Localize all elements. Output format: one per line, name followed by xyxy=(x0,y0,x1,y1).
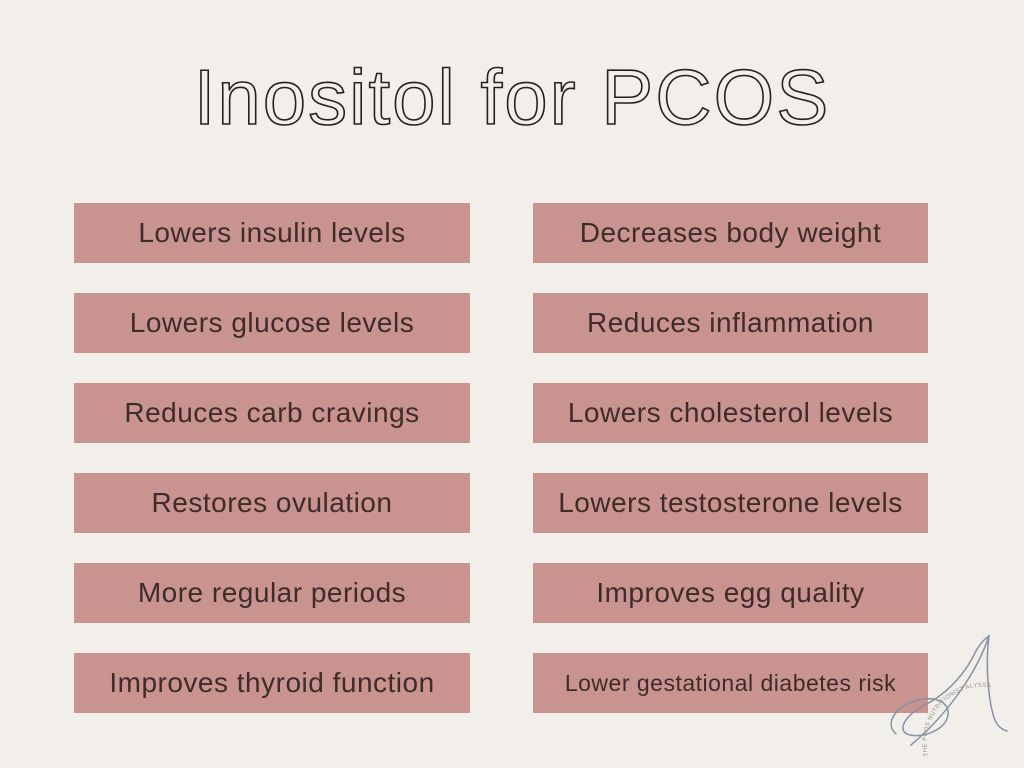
page-title: Inositol for PCOS xyxy=(193,53,831,141)
benefit-box: Lower gestational diabetes risk xyxy=(533,653,928,713)
benefit-box: Lowers testosterone levels xyxy=(533,473,928,533)
benefit-box: Improves egg quality xyxy=(533,563,928,623)
brand-logo: THE PCOS NUTRITIONIST ALYSSA xyxy=(882,632,1024,768)
benefits-grid: Lowers insulin levels Decreases body wei… xyxy=(74,203,928,713)
benefit-box: Decreases body weight xyxy=(533,203,928,263)
benefit-box: Lowers glucose levels xyxy=(74,293,470,353)
benefit-box: Reduces carb cravings xyxy=(74,383,470,443)
logo-arc-text: THE PCOS NUTRITIONIST ALYSSA xyxy=(922,683,991,757)
benefit-box: Lowers cholesterol levels xyxy=(533,383,928,443)
benefit-box: Restores ovulation xyxy=(74,473,470,533)
benefit-box: Reduces inflammation xyxy=(533,293,928,353)
benefit-box: Improves thyroid function xyxy=(74,653,470,713)
script-a-monogram-icon xyxy=(890,634,1008,746)
benefit-box: Lowers insulin levels xyxy=(74,203,470,263)
benefit-box: More regular periods xyxy=(74,563,470,623)
